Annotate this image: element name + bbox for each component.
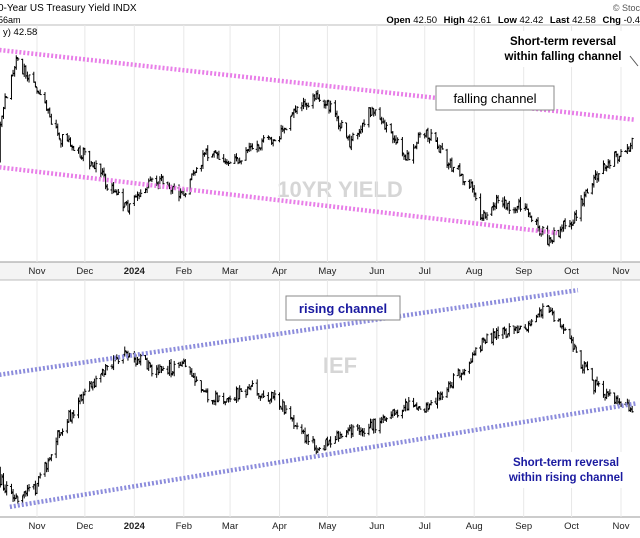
ohlc-bars-bottom bbox=[0, 303, 634, 504]
x-tick-label-bottom: Jul bbox=[419, 521, 431, 532]
x-tick-label-top: Mar bbox=[222, 266, 238, 277]
annotation-bg-reversal-top bbox=[489, 31, 637, 67]
x-tick-label-top: 2024 bbox=[124, 266, 146, 277]
header-brand: © Stoc bbox=[613, 3, 640, 13]
annotation-rising-channel: rising channel bbox=[299, 301, 387, 316]
annotation-reversal-bottom-line: within rising channel bbox=[508, 472, 623, 484]
annotation-falling-channel: falling channel bbox=[453, 91, 536, 106]
x-tick-label-bottom: Feb bbox=[176, 521, 192, 532]
watermark-bottom: IEF bbox=[323, 353, 357, 378]
x-tick-label-top: Oct bbox=[564, 266, 579, 277]
x-tick-label-top: Sep bbox=[515, 266, 532, 277]
x-tick-label-bottom: Sep bbox=[515, 521, 532, 532]
x-tick-label-bottom: 2024 bbox=[124, 521, 146, 532]
x-tick-label-bottom: Mar bbox=[222, 521, 238, 532]
watermark-top: 10YR YIELD bbox=[277, 177, 403, 202]
bottom-panel-ief: IEF Nov Dec 2024 Feb Mar Apr May Jun Jul Aug Sep Oct… bbox=[0, 280, 636, 532]
x-tick-label-top: Nov bbox=[29, 266, 46, 277]
x-tick-label-top: Jul bbox=[419, 266, 431, 277]
x-tick-label-top: Dec bbox=[76, 266, 93, 277]
x-tick-label-bottom: May bbox=[318, 521, 336, 532]
channel-line-lower-top bbox=[0, 165, 558, 236]
top-panel-10yr-yield: 10YR YIELD Nov Dec 2024 Feb Mar Apr May Jun Jul Au… bbox=[0, 25, 639, 277]
annotation-reversal-bottom-line: Short-term reversal bbox=[513, 457, 619, 469]
header-time: 56am bbox=[0, 15, 21, 25]
x-tick-label-bottom: Nov bbox=[29, 521, 46, 532]
x-tick-label-bottom: Apr bbox=[272, 521, 287, 532]
channel-line-lower-bottom bbox=[9, 401, 636, 510]
x-tick-label-bottom: Oct bbox=[564, 521, 579, 532]
last-value-label: y) 42.58 bbox=[3, 27, 37, 38]
x-tick-label-top: Aug bbox=[466, 266, 483, 277]
header-ohlc: Open 42.50 High 42.61 Low 42.42 Last 42.… bbox=[386, 15, 640, 26]
annotation-box-rising-channel bbox=[285, 295, 401, 321]
chart-header: 0-Year US Treasury Yield INDX © Stoc 56a… bbox=[0, 3, 640, 38]
annotation-bg-reversal-bottom bbox=[496, 452, 636, 488]
annotation-pointer-top bbox=[629, 55, 639, 67]
x-tick-label-bottom: Aug bbox=[466, 521, 483, 532]
axis-band-top bbox=[0, 262, 640, 280]
channel-line-upper-bottom bbox=[0, 287, 579, 377]
x-tick-label-bottom: Jun bbox=[369, 521, 384, 532]
x-tick-label-bottom: Nov bbox=[613, 521, 630, 532]
channel-line-upper-top bbox=[0, 47, 636, 123]
annotation-reversal-top-line: within falling channel bbox=[504, 51, 622, 63]
ohlc-bars-top bbox=[0, 55, 634, 247]
x-tick-label-top: Apr bbox=[272, 266, 287, 277]
x-tick-label-top: Feb bbox=[176, 266, 192, 277]
header-title: 0-Year US Treasury Yield INDX bbox=[0, 3, 137, 14]
annotation-box-falling-channel bbox=[435, 85, 555, 111]
x-tick-label-bottom: Dec bbox=[76, 521, 93, 532]
x-tick-label-top: May bbox=[318, 266, 336, 277]
x-tick-label-top: Jun bbox=[369, 266, 384, 277]
annotation-reversal-top-line: Short-term reversal bbox=[510, 36, 616, 48]
x-tick-label-top: Nov bbox=[613, 266, 630, 277]
